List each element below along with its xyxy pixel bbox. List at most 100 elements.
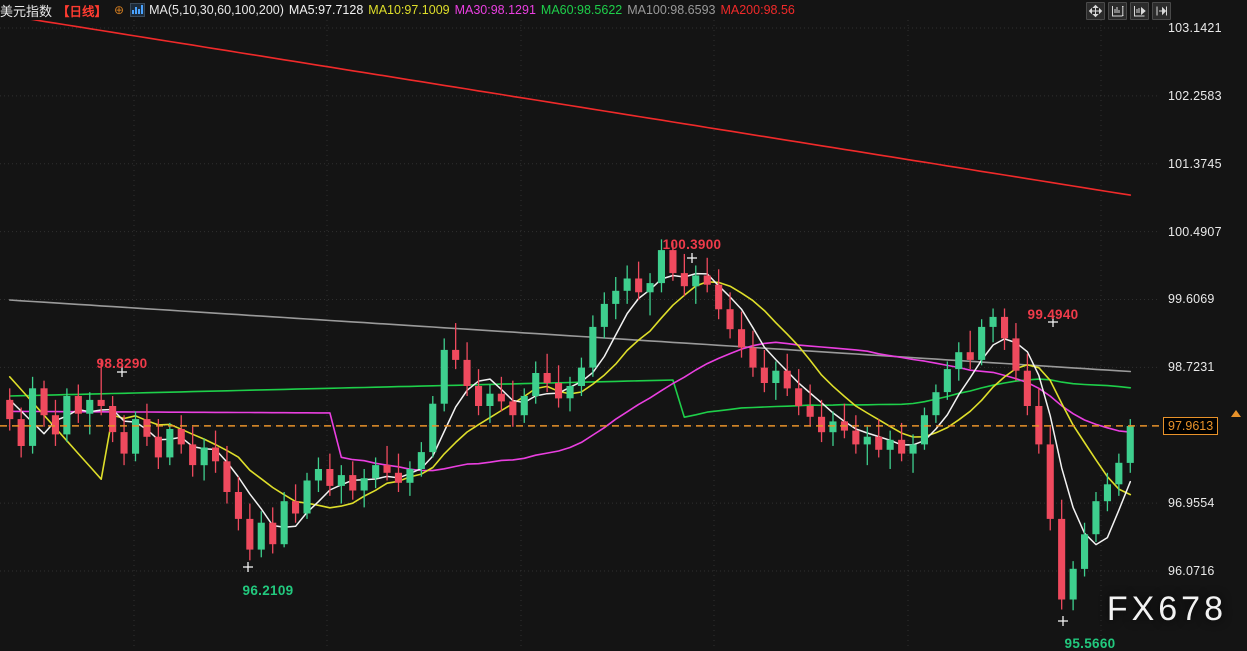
candle-body bbox=[760, 367, 768, 383]
candlestick-canvas[interactable] bbox=[0, 20, 1160, 647]
price-axis-tick: 100.4907 bbox=[1168, 224, 1222, 239]
candle-body bbox=[6, 399, 14, 420]
candle-body bbox=[475, 386, 483, 406]
candle-body bbox=[909, 444, 917, 454]
candle-body bbox=[657, 250, 665, 284]
candle-body bbox=[497, 393, 505, 402]
candle-body bbox=[1001, 316, 1009, 339]
price-axis-tick: 103.1421 bbox=[1168, 21, 1222, 35]
candle-body bbox=[429, 403, 437, 453]
candle-body bbox=[738, 329, 746, 348]
ma200-line bbox=[30, 20, 1132, 196]
extreme-marker bbox=[687, 253, 697, 263]
candle-body bbox=[51, 415, 59, 435]
price-axis[interactable]: 103.1421 102.2583 101.3745 100.4907 99.6069 9… bbox=[1160, 20, 1247, 647]
candle-body bbox=[863, 436, 871, 445]
candle-body bbox=[143, 419, 151, 437]
candle-body bbox=[394, 472, 402, 483]
ma200-value: MA200:98.56 bbox=[720, 3, 795, 17]
crosshair-move-icon[interactable] bbox=[1086, 2, 1105, 20]
candle-body bbox=[635, 278, 643, 293]
chart-header: 美元指数 【日线】 ⊕ MA(5,10,30,60,100,200) MA5:9… bbox=[0, 0, 1247, 20]
ma5-value: MA5:97.7128 bbox=[288, 3, 364, 17]
extreme-marker bbox=[117, 367, 127, 377]
candle-body bbox=[749, 347, 757, 368]
candle-body bbox=[177, 429, 185, 445]
candle-body bbox=[1058, 518, 1066, 600]
candle-body bbox=[920, 415, 928, 445]
candle-body bbox=[189, 444, 197, 466]
candle-body bbox=[680, 273, 688, 287]
candle-body bbox=[29, 388, 37, 446]
candle-body bbox=[692, 275, 700, 287]
candle-body bbox=[966, 352, 974, 360]
ma30-line bbox=[8, 341, 1132, 472]
candle-body bbox=[337, 475, 345, 486]
candle-body bbox=[132, 419, 140, 454]
chart-jump-end-icon[interactable] bbox=[1152, 2, 1171, 20]
candle-body bbox=[818, 416, 826, 433]
candle-body bbox=[292, 501, 300, 514]
period-label[interactable]: 【日线】 bbox=[57, 4, 108, 19]
candle-body bbox=[406, 469, 414, 483]
candle-body bbox=[314, 469, 322, 481]
ma10-value: MA10:97.1009 bbox=[368, 3, 450, 17]
extreme-marker bbox=[1048, 317, 1058, 327]
candle-body bbox=[360, 478, 368, 491]
candle-body bbox=[852, 430, 860, 445]
candle-body bbox=[383, 465, 391, 473]
price-chart-plot[interactable] bbox=[0, 20, 1160, 647]
indicator-chart-icon[interactable] bbox=[130, 3, 146, 17]
candle-body bbox=[1012, 338, 1020, 371]
candle-body bbox=[715, 284, 723, 310]
candle-series bbox=[6, 239, 1134, 611]
last-price-arrow-icon bbox=[1231, 409, 1241, 417]
candle-body bbox=[726, 309, 734, 330]
candle-body bbox=[326, 469, 334, 486]
watermark-fx678: FX678 bbox=[1106, 590, 1227, 628]
candle-body bbox=[795, 388, 803, 406]
chart-scale-right-icon[interactable] bbox=[1130, 2, 1149, 20]
candle-body bbox=[200, 447, 208, 466]
candle-body bbox=[898, 439, 906, 454]
ma100-line bbox=[8, 299, 1132, 373]
candle-body bbox=[17, 419, 25, 446]
candle-body bbox=[555, 383, 563, 399]
candle-body bbox=[875, 436, 883, 450]
last-price-badge[interactable]: 97.9613 bbox=[1163, 416, 1219, 435]
candle-body bbox=[955, 352, 963, 370]
candle-body bbox=[1069, 568, 1077, 600]
high-label-99494: 99.4940 bbox=[1027, 307, 1079, 322]
candle-body bbox=[829, 421, 837, 433]
price-axis-tick: 102.2583 bbox=[1168, 88, 1222, 103]
candle-body bbox=[1023, 370, 1031, 406]
candle-body bbox=[509, 401, 517, 416]
candle-body bbox=[463, 359, 471, 386]
candle-body bbox=[600, 303, 608, 327]
candle-body bbox=[978, 326, 986, 360]
chart-scale-left-icon[interactable] bbox=[1108, 2, 1127, 20]
candle-body bbox=[520, 396, 528, 416]
candle-body bbox=[1103, 484, 1111, 502]
candle-body bbox=[417, 452, 425, 469]
candle-body bbox=[623, 278, 631, 291]
candle-body bbox=[612, 290, 620, 304]
grid-lines bbox=[0, 20, 1160, 647]
candle-body bbox=[234, 492, 242, 519]
candle-body bbox=[886, 439, 894, 450]
candle-body bbox=[372, 465, 380, 479]
candle-body bbox=[532, 373, 540, 396]
candle-body bbox=[257, 522, 265, 550]
ma-formula-label: MA(5,10,30,60,100,200) bbox=[149, 3, 284, 17]
price-axis-tick: 98.7231 bbox=[1168, 360, 1215, 375]
low-label-96210: 96.2109 bbox=[242, 583, 294, 598]
candle-body bbox=[703, 275, 711, 285]
symbol-label[interactable]: 美元指数 bbox=[0, 3, 53, 19]
settings-gear-icon[interactable]: ⊕ bbox=[114, 3, 125, 17]
candle-body bbox=[212, 447, 220, 462]
candle-body bbox=[772, 370, 780, 383]
ma100-value: MA100:98.6593 bbox=[627, 3, 716, 17]
extreme-marker bbox=[1058, 616, 1068, 626]
candle-body bbox=[646, 283, 654, 293]
candle-body bbox=[86, 399, 94, 414]
